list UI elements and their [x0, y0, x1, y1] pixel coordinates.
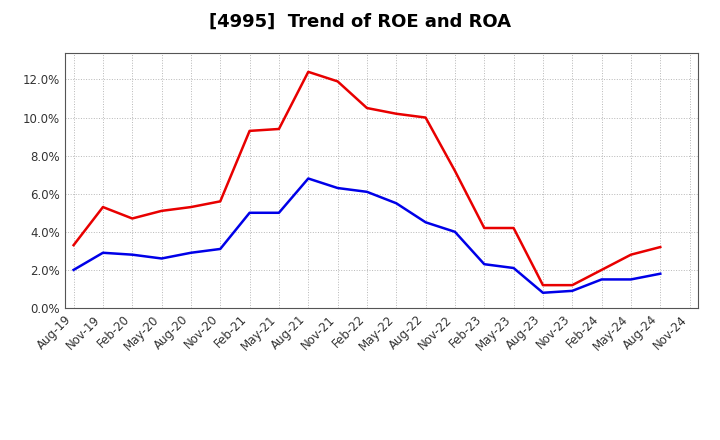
ROE — [598, 267, 606, 272]
ROA — [480, 261, 489, 267]
ROA — [598, 277, 606, 282]
ROA — [568, 288, 577, 293]
ROE — [157, 208, 166, 213]
ROA — [128, 252, 137, 257]
Line: ROE: ROE — [73, 72, 660, 285]
ROA — [186, 250, 195, 255]
ROA — [509, 265, 518, 271]
ROE — [274, 126, 283, 132]
ROE — [304, 69, 312, 74]
ROE — [216, 199, 225, 204]
ROA — [246, 210, 254, 216]
ROA — [216, 246, 225, 252]
ROE — [333, 79, 342, 84]
ROE — [392, 111, 400, 117]
ROE — [69, 242, 78, 248]
ROA — [421, 220, 430, 225]
ROE — [480, 225, 489, 231]
ROA — [656, 271, 665, 276]
ROA — [304, 176, 312, 181]
ROE — [656, 244, 665, 249]
ROA — [157, 256, 166, 261]
ROA — [69, 267, 78, 272]
ROE — [128, 216, 137, 221]
Text: [4995]  Trend of ROE and ROA: [4995] Trend of ROE and ROA — [209, 13, 511, 31]
ROE — [451, 168, 459, 173]
ROA — [99, 250, 107, 255]
Line: ROA: ROA — [73, 179, 660, 293]
ROE — [186, 205, 195, 210]
ROA — [392, 201, 400, 206]
ROA — [626, 277, 635, 282]
ROE — [539, 282, 547, 288]
ROE — [246, 128, 254, 133]
ROA — [451, 229, 459, 235]
ROE — [626, 252, 635, 257]
ROE — [421, 115, 430, 120]
ROE — [509, 225, 518, 231]
ROE — [363, 106, 372, 111]
ROE — [99, 205, 107, 210]
ROA — [363, 189, 372, 194]
ROE — [568, 282, 577, 288]
ROA — [539, 290, 547, 295]
ROA — [333, 185, 342, 191]
ROA — [274, 210, 283, 216]
